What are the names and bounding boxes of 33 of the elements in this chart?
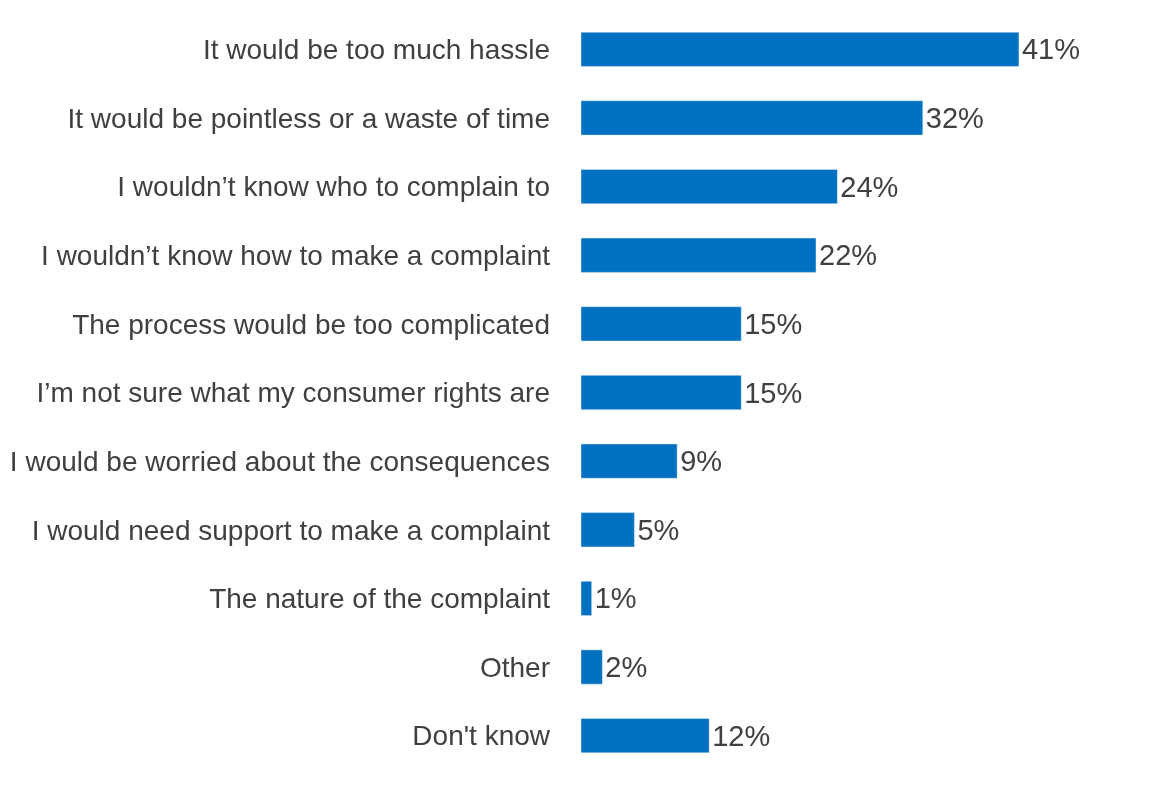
data-label: 12% bbox=[712, 719, 771, 752]
data-label: 24% bbox=[840, 170, 899, 203]
y-tick-label: Don't know bbox=[412, 720, 551, 752]
bar bbox=[581, 31, 1020, 67]
y-tick-label: I wouldn’t know how to make a complaint bbox=[41, 240, 551, 272]
data-label: 2% bbox=[605, 651, 648, 684]
bar bbox=[581, 512, 635, 548]
data-label: 41% bbox=[1021, 33, 1080, 66]
bar bbox=[581, 169, 838, 204]
bar bbox=[581, 100, 924, 136]
data-label: 22% bbox=[819, 239, 878, 272]
bar bbox=[581, 306, 742, 342]
y-tick-label: I wouldn’t know who to complain to bbox=[117, 171, 550, 203]
data-label: 15% bbox=[744, 307, 803, 340]
y-tick-label: The nature of the complaint bbox=[209, 583, 551, 615]
bar bbox=[581, 581, 592, 616]
y-tick-label: It would be pointless or a waste of time bbox=[67, 102, 550, 134]
y-tick-label: I would need support to make a complaint bbox=[31, 514, 551, 546]
bar bbox=[581, 649, 603, 685]
y-tick-label: The process would be too complicated bbox=[72, 308, 550, 340]
data-label: 32% bbox=[925, 101, 984, 134]
data-label: 1% bbox=[594, 582, 637, 615]
data-label: 9% bbox=[680, 445, 723, 478]
bar bbox=[581, 375, 742, 410]
bar bbox=[581, 237, 817, 273]
y-tick-label: I’m not sure what my consumer rights are bbox=[36, 377, 550, 409]
y-tick-label: I would be worried about the consequences bbox=[9, 445, 550, 477]
data-label: 5% bbox=[637, 513, 680, 546]
y-tick-label: It would be too much hassle bbox=[202, 34, 550, 66]
bar bbox=[581, 718, 710, 754]
bar bbox=[581, 443, 678, 479]
y-tick-label: Other bbox=[479, 651, 550, 683]
data-label: 15% bbox=[744, 376, 803, 409]
